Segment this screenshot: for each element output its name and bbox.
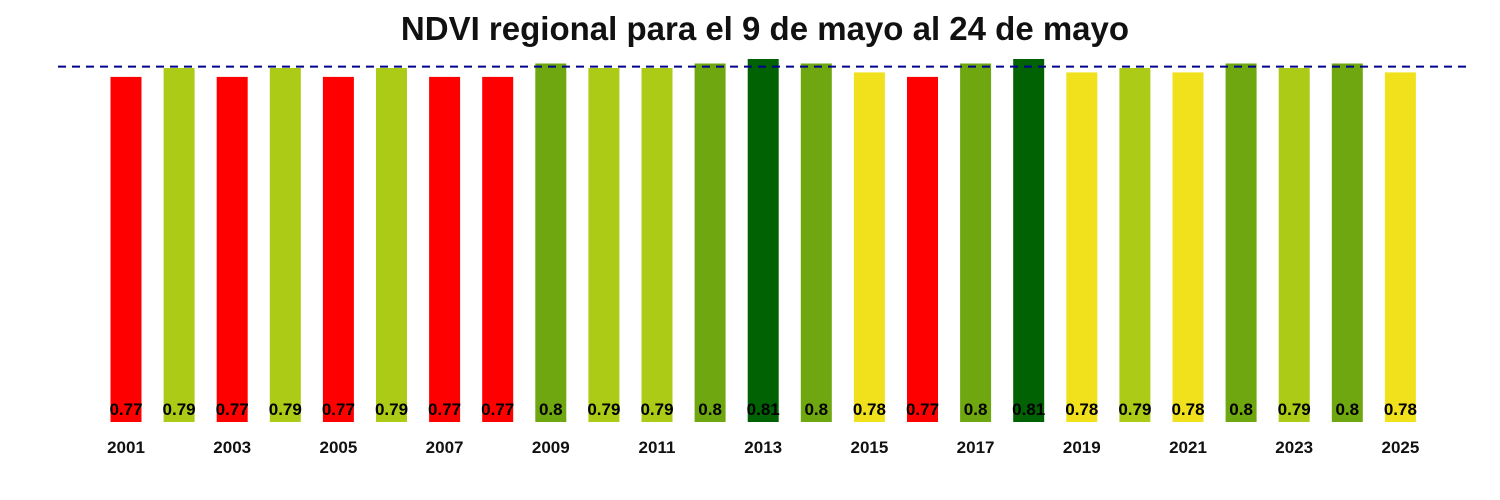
bar-2013 <box>747 59 779 422</box>
x-tick-label-2023: 2023 <box>1275 438 1313 457</box>
x-tick-labels-group: 2001 2003 2005 2007 2009 2011 2013 2015 2017 2019… <box>107 438 1419 457</box>
bar-2014 <box>800 63 832 422</box>
value-label-2020: 0.79 <box>1118 400 1151 419</box>
bar-2016 <box>907 76 938 423</box>
bar-2010 <box>588 68 620 422</box>
bar-2003 <box>216 76 248 423</box>
value-label-2021: 0.78 <box>1171 400 1204 419</box>
bar-2004 <box>269 68 301 422</box>
value-label-2016: 0.77 <box>906 400 939 419</box>
value-label-2003: 0.77 <box>216 400 249 419</box>
bar-2021 <box>1172 72 1204 423</box>
value-label-2019: 0.78 <box>1065 400 1098 419</box>
bar-2012 <box>694 63 726 422</box>
value-label-2002: 0.79 <box>163 400 196 419</box>
bar-2011 <box>641 68 673 422</box>
value-label-2014: 0.8 <box>804 400 828 419</box>
bars-group <box>110 59 1416 423</box>
value-label-2011: 0.79 <box>640 400 673 419</box>
bar-2006 <box>376 68 407 422</box>
value-label-2005: 0.77 <box>322 400 355 419</box>
value-label-2006: 0.79 <box>375 400 408 419</box>
x-tick-label-2021: 2021 <box>1169 438 1207 457</box>
value-label-2017: 0.8 <box>964 400 988 419</box>
x-tick-label-2001: 2001 <box>107 438 145 457</box>
value-label-2022: 0.8 <box>1229 400 1253 419</box>
x-tick-label-2017: 2017 <box>957 438 995 457</box>
x-tick-label-2011: 2011 <box>639 438 676 457</box>
x-tick-label-2003: 2003 <box>213 438 251 457</box>
value-label-2023: 0.79 <box>1278 400 1311 419</box>
bar-2005 <box>322 76 354 423</box>
bar-2025 <box>1384 72 1416 423</box>
bar-2023 <box>1278 68 1310 422</box>
value-label-2010: 0.79 <box>587 400 620 419</box>
bar-2002 <box>163 68 195 422</box>
bar-2007 <box>429 76 461 423</box>
value-label-2013: 0.81 <box>747 400 780 419</box>
x-tick-label-2015: 2015 <box>850 438 888 457</box>
bar-2008 <box>482 76 514 423</box>
x-tick-label-2025: 2025 <box>1381 438 1419 457</box>
bar-2022 <box>1225 63 1257 422</box>
bar-2001 <box>110 76 142 423</box>
x-tick-label-2007: 2007 <box>426 438 464 457</box>
bar-2015 <box>853 72 885 423</box>
x-tick-label-2005: 2005 <box>319 438 357 457</box>
value-label-2009: 0.8 <box>539 400 563 419</box>
bar-2020 <box>1119 68 1151 422</box>
bar-2019 <box>1066 72 1098 423</box>
value-label-2004: 0.79 <box>269 400 302 419</box>
value-label-2007: 0.77 <box>428 400 461 419</box>
value-label-2015: 0.78 <box>853 400 886 419</box>
value-label-2025: 0.78 <box>1384 400 1417 419</box>
bar-2009 <box>535 63 567 422</box>
x-tick-label-2019: 2019 <box>1063 438 1101 457</box>
value-label-2018: 0.81 <box>1012 400 1045 419</box>
value-label-2008: 0.77 <box>481 400 514 419</box>
x-tick-label-2013: 2013 <box>744 438 782 457</box>
value-label-2001: 0.77 <box>109 400 142 419</box>
value-labels-group: 0.77 0.79 0.77 0.79 0.77 0.79 0.77 0.77 0.8 0.79 0… <box>109 400 1416 419</box>
bar-2024 <box>1331 63 1363 422</box>
bar-2018 <box>1013 59 1045 422</box>
bar-2017 <box>960 63 992 422</box>
x-tick-label-2009: 2009 <box>532 438 570 457</box>
value-label-2012: 0.8 <box>698 400 722 419</box>
chart-title: NDVI regional para el 9 de mayo al 24 de… <box>400 10 1130 47</box>
value-label-2024: 0.8 <box>1335 400 1359 419</box>
